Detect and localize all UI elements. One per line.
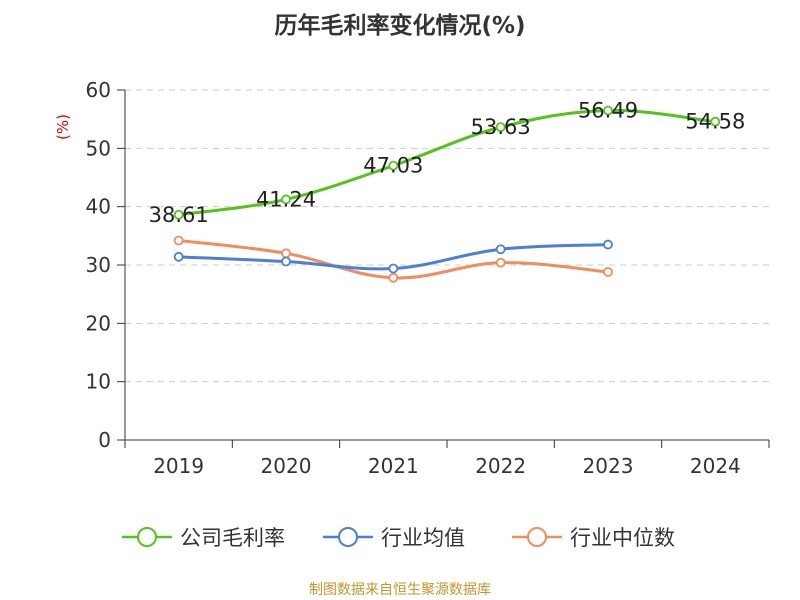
- legend-label: 行业中位数: [570, 526, 675, 550]
- data-label: 47.03: [363, 154, 423, 178]
- x-tick-label: 2024: [690, 454, 741, 478]
- data-label: 38.61: [149, 203, 209, 227]
- data-point: [281, 194, 291, 205]
- y-tick-label: 40: [86, 195, 111, 219]
- axes: [117, 89, 770, 448]
- gridlines: [125, 89, 769, 383]
- y-tick-label: 10: [86, 370, 111, 394]
- series-lines: [173, 105, 721, 283]
- data-label: 56.49: [578, 98, 638, 122]
- data-point: [710, 116, 721, 127]
- data-labels: 38.61 41.24 47.03 53.63 56.49 54.58: [149, 98, 746, 226]
- chart-title: 历年毛利率变化情况(%): [274, 12, 525, 39]
- data-point: [495, 244, 506, 255]
- series-line-0: [178, 108, 716, 217]
- x-tick-label: 2019: [153, 454, 204, 478]
- data-point: [603, 239, 613, 250]
- data-point: [603, 267, 613, 277]
- legend-label: 公司毛利率: [180, 526, 285, 550]
- data-point: [173, 235, 184, 246]
- x-tick-label: 2022: [475, 454, 526, 478]
- y-tick-label: 50: [86, 136, 111, 160]
- legend-item-0[interactable]: 公司毛利率: [122, 526, 285, 550]
- data-label: 41.24: [256, 187, 316, 211]
- data-point: [388, 160, 399, 171]
- y-axis-label: (%): [54, 114, 72, 140]
- x-tick-label: 2021: [368, 454, 419, 478]
- data-point: [281, 256, 291, 267]
- data-point: [495, 257, 506, 268]
- data-point: [388, 272, 399, 283]
- x-tick-label: 2020: [261, 454, 312, 478]
- legend-label: 行业均值: [381, 526, 465, 550]
- data-point: [495, 122, 506, 133]
- legend-marker: [527, 527, 547, 547]
- data-point: [603, 105, 613, 116]
- legend[interactable]: 公司毛利率 行业均值 行业中位数: [122, 526, 675, 550]
- data-point: [388, 263, 399, 274]
- legend-marker: [137, 527, 157, 547]
- source-note: 制图数据来自恒生聚源数据库: [309, 582, 491, 598]
- data-point: [281, 248, 291, 259]
- data-label: 53.63: [471, 115, 531, 139]
- y-tick-label: 0: [98, 428, 111, 452]
- y-tick-label: 20: [86, 311, 111, 335]
- legend-item-1[interactable]: 行业均值: [323, 526, 465, 550]
- x-axis-ticks: 2019 2020 2021 2022 2023 2024: [153, 454, 741, 478]
- data-label: 54.58: [685, 110, 745, 134]
- data-point: [173, 209, 184, 220]
- legend-marker: [338, 527, 358, 547]
- y-tick-label: 30: [86, 253, 111, 277]
- data-point: [173, 251, 184, 262]
- y-tick-label: 60: [86, 78, 111, 102]
- y-axis-ticks: 0 10 20 30 40 50 60: [86, 78, 111, 452]
- x-tick-label: 2023: [583, 454, 634, 478]
- legend-item-2[interactable]: 行业中位数: [512, 526, 675, 550]
